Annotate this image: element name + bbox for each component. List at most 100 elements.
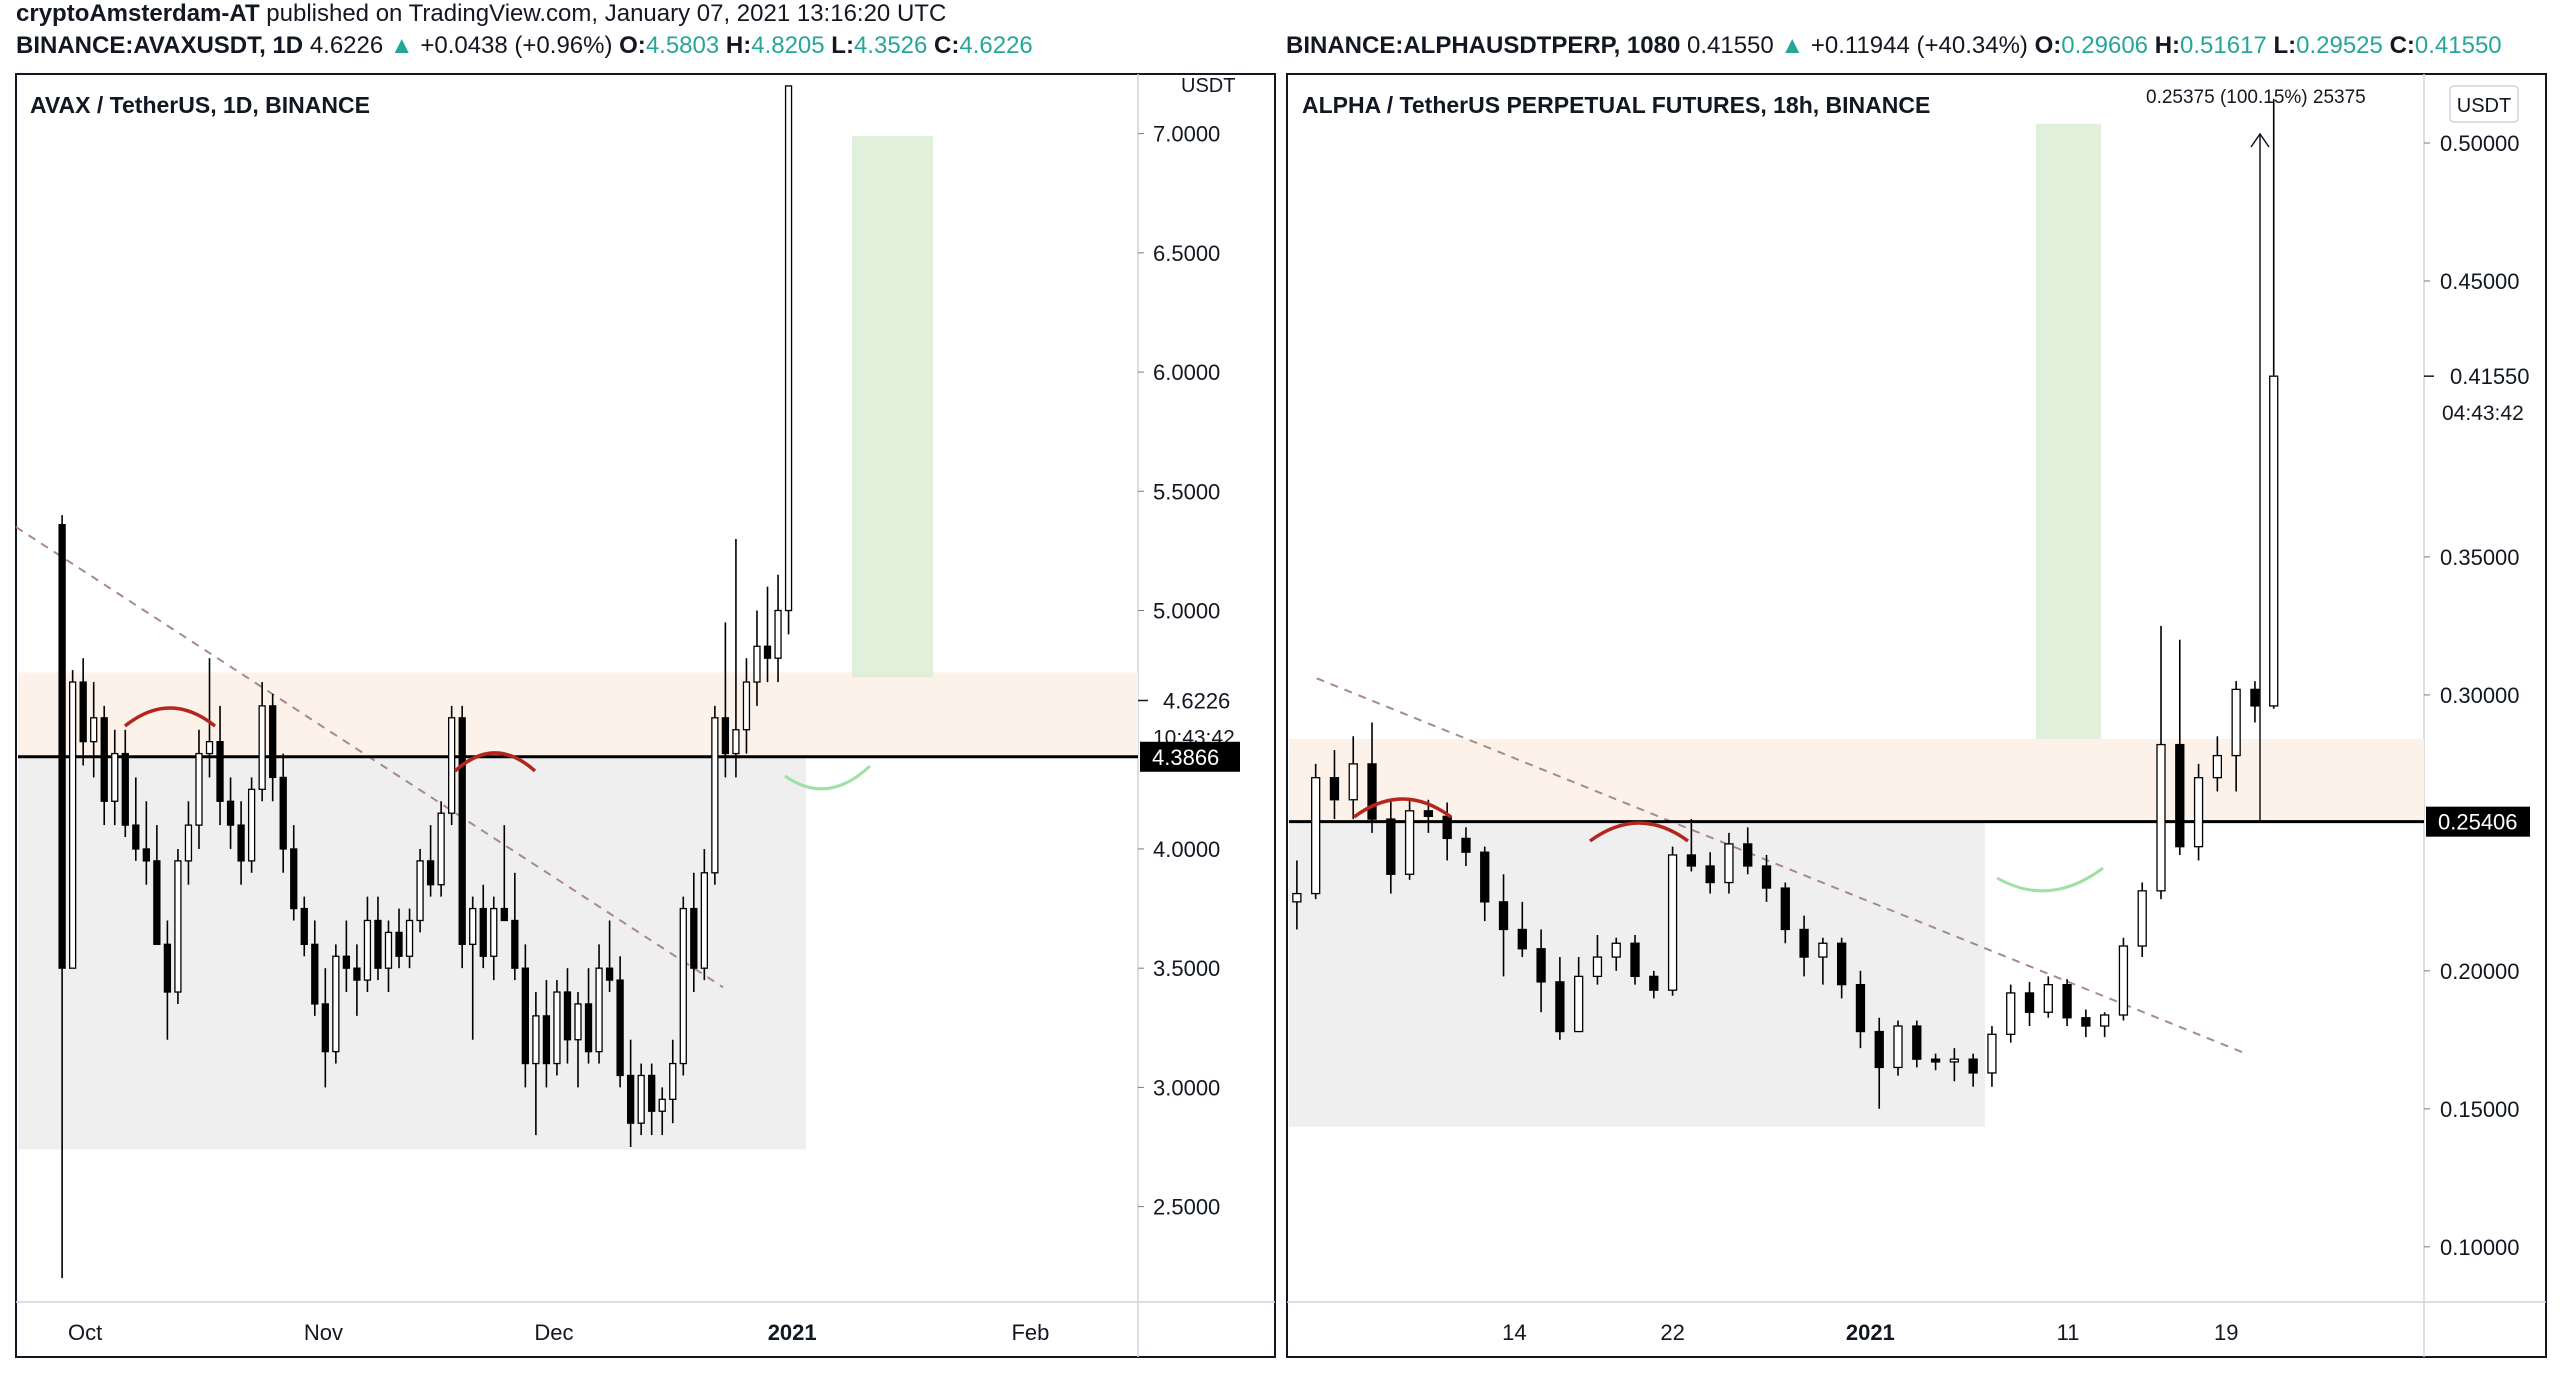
left-candle xyxy=(216,705,224,826)
left-chart-panel[interactable]: 7.0000 6.5000 6.0000 5.5000 5.0000 4.0000 3.50… xyxy=(15,73,1276,1358)
left-candle-body xyxy=(247,788,256,862)
left-candle xyxy=(132,777,140,861)
right-candle xyxy=(1292,860,1302,930)
right-high: 0.51617 xyxy=(2180,32,2267,59)
right-candle xyxy=(1461,827,1471,866)
right-candle xyxy=(2212,736,2223,792)
left-candle-body xyxy=(174,860,182,993)
left-candle-body xyxy=(690,907,698,969)
left-candle xyxy=(595,944,603,1064)
left-candle-body xyxy=(332,955,340,1053)
left-candle-body xyxy=(269,705,277,779)
right-candle-body xyxy=(2006,992,2016,1035)
right-candle-body xyxy=(2024,992,2035,1013)
left-candle xyxy=(658,1087,666,1136)
right-y-tick-label: 0.30000 xyxy=(2440,683,2520,708)
right-candle xyxy=(2118,937,2129,1021)
right-resistance-zone xyxy=(1289,739,2424,822)
left-l-label: L: xyxy=(831,32,854,59)
right-candle xyxy=(1517,901,1527,958)
left-candle-body xyxy=(679,907,687,1065)
left-candle-body xyxy=(469,907,477,945)
author-name[interactable]: cryptoAmsterdam-AT xyxy=(16,0,260,27)
left-candle-body xyxy=(637,1074,645,1124)
right-candle xyxy=(1818,937,1828,985)
left-candle xyxy=(616,956,624,1088)
right-last-price: 0.41550 xyxy=(1686,32,1774,59)
left-candle-body xyxy=(205,741,214,755)
left-candle xyxy=(121,729,129,838)
left-candle xyxy=(332,944,340,1064)
left-support-price-label: 4.3866 xyxy=(1152,745,1219,770)
right-close: 0.41550 xyxy=(2414,32,2502,59)
left-candle-body xyxy=(384,931,393,969)
left-candle-body xyxy=(448,717,456,814)
right-chart-title: ALPHA / TetherUS PERPETUAL FUTURES, 18h,… xyxy=(1302,92,1930,118)
left-candle xyxy=(184,801,193,885)
left-target-zone xyxy=(852,135,933,678)
left-candle xyxy=(68,670,77,969)
right-support-price-box xyxy=(2426,806,2530,837)
right-y-tick-label: 0.20000 xyxy=(2440,959,2520,984)
left-candle xyxy=(290,825,298,921)
right-candle xyxy=(2175,639,2185,855)
left-candle-body xyxy=(574,1003,582,1041)
right-candle xyxy=(1724,832,1734,894)
left-candle-body xyxy=(79,681,87,743)
left-candle-body xyxy=(321,1003,329,1053)
right-chart-frame xyxy=(1286,73,2547,1358)
right-candle-body xyxy=(2081,1017,2091,1027)
left-candle xyxy=(163,920,172,1040)
right-symbol: BINANCE:ALPHAUSDTPERP, 1080 xyxy=(1286,32,1681,59)
right-candle xyxy=(2231,681,2241,792)
left-last-price: 4.6226 xyxy=(309,32,384,59)
right-currency-button[interactable] xyxy=(2449,85,2519,123)
left-candle xyxy=(58,515,66,1279)
right-candle-body xyxy=(2193,777,2204,848)
right-candle xyxy=(1536,929,1546,1013)
left-candle-body xyxy=(90,717,98,743)
right-currency-label: USDT xyxy=(2457,95,2511,117)
left-candle xyxy=(416,848,424,933)
left-candle-body xyxy=(584,1003,593,1053)
left-chart-title: AVAX / TetherUS, 1D, BINANCE xyxy=(30,92,370,118)
right-candle-body xyxy=(1780,887,1790,931)
left-candle xyxy=(363,896,372,993)
left-candle-body xyxy=(437,812,445,886)
right-candle-body xyxy=(1536,948,1546,983)
left-candle-body xyxy=(500,907,508,922)
left-candle xyxy=(395,908,403,969)
left-y-tick-label: 3.5000 xyxy=(1153,956,1220,981)
right-candle xyxy=(1592,934,1603,985)
left-candle xyxy=(321,968,329,1088)
left-candle xyxy=(342,920,351,993)
right-chart-panel[interactable]: 0.25375 (100.15%) 25375 0.50000 0.45000 0.… xyxy=(1286,73,2547,1358)
right-countdown: 04:43:42 xyxy=(2442,402,2524,425)
left-candle-body xyxy=(342,955,351,969)
right-candle-body xyxy=(1574,975,1584,1033)
left-candle-body xyxy=(153,860,161,945)
left-candle-body xyxy=(226,800,235,826)
right-candle-body xyxy=(1329,777,1340,801)
right-candle-body xyxy=(1667,854,1678,991)
right-candle xyxy=(1404,799,1415,880)
right-candle-body xyxy=(1968,1058,1978,1074)
left-resistance-zone xyxy=(18,672,1138,757)
right-candle xyxy=(2269,98,2279,709)
right-candle-body xyxy=(1949,1058,1960,1063)
left-candle xyxy=(426,825,435,897)
right-y-tick-label: 0.35000 xyxy=(2440,545,2520,570)
left-candle xyxy=(711,705,719,885)
left-open: 4.5803 xyxy=(645,32,720,59)
right-c-label: C: xyxy=(2389,32,2415,59)
right-candle xyxy=(1686,819,1697,872)
left-candle-body xyxy=(658,1098,666,1112)
left-candle xyxy=(784,85,793,635)
left-candle-body xyxy=(721,717,730,755)
left-candle xyxy=(553,980,561,1076)
left-candle-body xyxy=(669,1062,677,1100)
left-currency-label: USDT xyxy=(1181,75,1235,97)
left-candle xyxy=(490,896,498,981)
left-candle xyxy=(405,908,414,969)
